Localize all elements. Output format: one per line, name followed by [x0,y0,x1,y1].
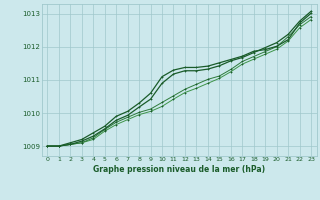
X-axis label: Graphe pression niveau de la mer (hPa): Graphe pression niveau de la mer (hPa) [93,165,265,174]
